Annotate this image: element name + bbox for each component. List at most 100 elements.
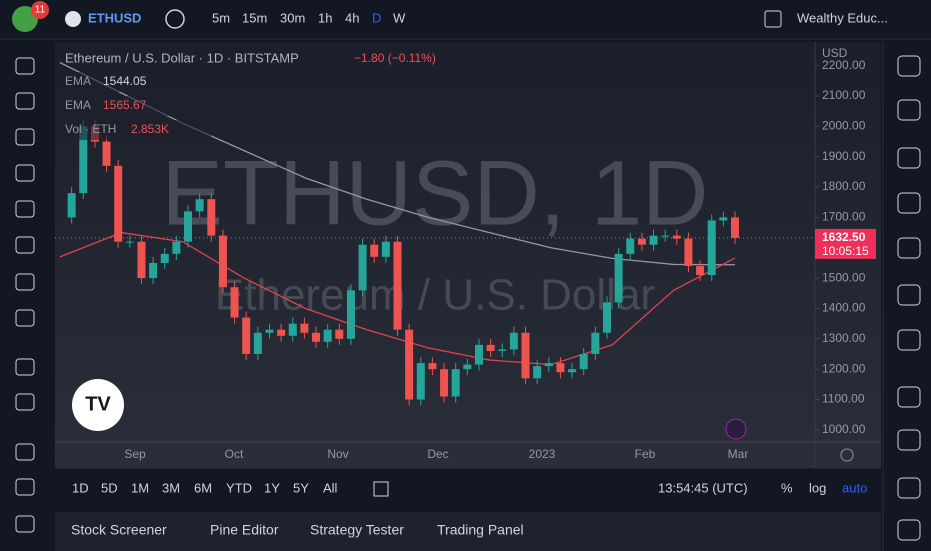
candle [591, 332, 600, 354]
tool-icon[interactable] [15, 200, 35, 218]
price-tick-label: 2000.00 [822, 119, 866, 133]
price-tick-label: 2200.00 [822, 58, 866, 72]
interval[interactable]: 15m [242, 10, 267, 25]
range-button[interactable]: 5D [101, 480, 118, 495]
tool-icon[interactable] [15, 515, 35, 533]
tool-icon[interactable] [15, 273, 35, 291]
side-icon[interactable] [897, 99, 921, 121]
side-icon[interactable] [897, 192, 921, 214]
side-icon[interactable] [897, 284, 921, 306]
svg-text:TV: TV [85, 393, 111, 415]
candle [288, 323, 297, 336]
range-button[interactable]: YTD [226, 480, 252, 495]
tool-icon[interactable] [15, 164, 35, 182]
range-button[interactable]: 3M [162, 480, 180, 495]
candle [649, 235, 658, 245]
auto-toggle[interactable]: auto [842, 480, 867, 495]
candle [440, 369, 449, 397]
interval[interactable]: 5m [212, 10, 230, 25]
panel-tab[interactable]: Strategy Tester [310, 522, 404, 538]
tool-icon[interactable] [15, 443, 35, 461]
candle [149, 262, 158, 279]
tool-icon[interactable] [15, 57, 35, 75]
tool-icon[interactable] [15, 128, 35, 146]
candle [696, 265, 705, 276]
candle [335, 329, 344, 339]
side-icon[interactable] [897, 329, 921, 351]
candle [498, 349, 507, 351]
symbol-icon [65, 11, 81, 27]
tv-logo[interactable] [72, 379, 124, 431]
candle [346, 290, 355, 339]
time-label: Dec [427, 447, 448, 461]
candle [79, 126, 88, 194]
range-button[interactable]: 1Y [264, 480, 280, 495]
candle [370, 244, 379, 257]
candle [172, 241, 181, 254]
range-button[interactable]: 1M [131, 480, 149, 495]
price-tick-label: 1100.00 [822, 392, 865, 406]
last-price: 1632.50 [822, 230, 866, 244]
side-icon[interactable] [897, 386, 921, 408]
interval[interactable]: 4h [345, 10, 359, 25]
legend-bg [61, 120, 211, 140]
candle [509, 332, 518, 350]
candle [358, 244, 367, 291]
time-label: Nov [327, 447, 348, 461]
candle [207, 199, 216, 236]
percent-toggle[interactable]: % [781, 480, 793, 495]
settings-icon[interactable] [840, 448, 854, 462]
range-button[interactable]: All [323, 480, 338, 495]
tool-icon[interactable] [15, 393, 35, 411]
candle [160, 253, 169, 263]
time-label: 2023 [529, 447, 556, 461]
tool-icon[interactable] [15, 309, 35, 327]
layout-name[interactable]: Wealthy Educ... [797, 10, 888, 25]
tool-icon[interactable] [15, 358, 35, 376]
interval[interactable]: 1h [318, 10, 332, 25]
side-icon[interactable] [897, 55, 921, 77]
candle [579, 353, 588, 370]
candle [218, 235, 227, 288]
candle [405, 329, 414, 400]
side-icon[interactable] [897, 147, 921, 169]
time-label: Oct [225, 447, 244, 461]
candle [451, 369, 460, 397]
candle [521, 332, 530, 379]
tool-icon[interactable] [15, 478, 35, 496]
side-icon[interactable] [897, 477, 921, 499]
candle [265, 329, 274, 333]
indicator-value: 1544.05 [103, 74, 147, 88]
tool-icon[interactable] [15, 236, 35, 254]
indicator-value: 2.853K [131, 122, 169, 136]
interval[interactable]: W [393, 10, 406, 25]
range-button[interactable]: 5Y [293, 480, 309, 495]
candle [533, 366, 542, 379]
price-tick-label: 1200.00 [822, 361, 866, 375]
candle [230, 287, 239, 318]
add-symbol[interactable] [165, 9, 185, 29]
log-toggle[interactable]: log [809, 480, 826, 495]
layout-icon[interactable] [764, 10, 782, 28]
tool-icon[interactable] [15, 92, 35, 110]
panel-tab[interactable]: Trading Panel [437, 522, 524, 538]
candle [544, 363, 553, 367]
price-tick-label: 1700.00 [822, 210, 866, 224]
interval[interactable]: D [372, 10, 381, 25]
candle [102, 141, 111, 166]
candle [707, 220, 716, 276]
date-range-icon[interactable] [373, 481, 389, 497]
side-icon[interactable] [897, 519, 921, 541]
panel-tab[interactable]: Stock Screener [71, 522, 167, 538]
alert-icon[interactable] [725, 418, 747, 440]
symbol[interactable]: ETHUSD [88, 10, 141, 25]
side-icon[interactable] [897, 237, 921, 259]
currency[interactable]: USD [822, 46, 848, 60]
time-label: Mar [728, 447, 749, 461]
side-icon[interactable] [897, 429, 921, 451]
candle [568, 369, 577, 373]
panel-tab[interactable]: Pine Editor [210, 522, 279, 538]
range-button[interactable]: 1D [72, 480, 89, 495]
interval[interactable]: 30m [280, 10, 305, 25]
range-button[interactable]: 6M [194, 480, 212, 495]
